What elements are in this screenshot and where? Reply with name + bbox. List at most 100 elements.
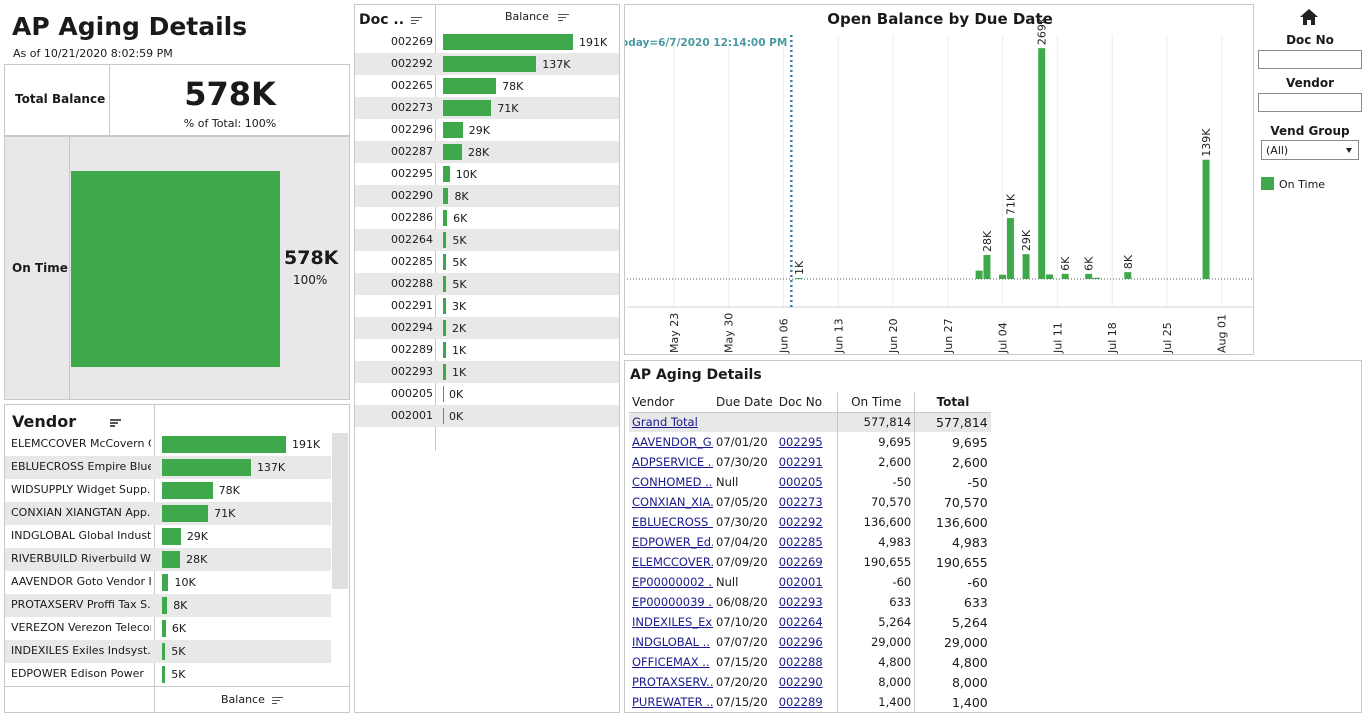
col-vendor[interactable]: Vendor bbox=[629, 392, 713, 413]
list-item[interactable]: INDGLOBAL Global Indust.. 29K bbox=[5, 525, 331, 548]
doc-link[interactable]: 000205 bbox=[778, 475, 823, 489]
cell-doc-no[interactable]: 002292 bbox=[776, 512, 838, 532]
doc-bar[interactable] bbox=[443, 342, 446, 358]
chart-bar[interactable] bbox=[1085, 273, 1093, 279]
legend-swatch[interactable] bbox=[1261, 177, 1274, 190]
doc-bar[interactable] bbox=[443, 232, 447, 248]
doc-bar[interactable] bbox=[443, 386, 444, 402]
cell-doc-no[interactable]: 002285 bbox=[776, 532, 838, 552]
vendor-link[interactable]: EP00000039 .. bbox=[632, 595, 713, 609]
list-item[interactable]: EDPOWER Edison Power 5K bbox=[5, 663, 331, 686]
cell-vendor[interactable]: INDEXILES_Ex.. bbox=[629, 612, 713, 632]
cell-doc-no[interactable]: 002295 bbox=[776, 432, 838, 452]
doc-link[interactable]: 002293 bbox=[778, 595, 823, 609]
col-due-date[interactable]: Due Date bbox=[713, 392, 776, 413]
col-on-time[interactable]: On Time bbox=[837, 392, 915, 413]
list-item[interactable]: 002285 5K bbox=[355, 251, 619, 273]
chart-bar[interactable] bbox=[1124, 272, 1132, 279]
list-item[interactable]: PROTAXSERV Proffi Tax S.. 8K bbox=[5, 594, 331, 617]
doc-link[interactable]: 002289 bbox=[778, 695, 823, 709]
cell-vendor[interactable]: EP00000002 .. bbox=[629, 572, 713, 592]
vendor-bar[interactable] bbox=[162, 597, 168, 614]
list-item[interactable]: CONXIAN XIANGTAN App.. 71K bbox=[5, 502, 331, 525]
on-time-treemap-block[interactable] bbox=[71, 171, 280, 367]
sort-icon[interactable] bbox=[410, 16, 422, 25]
doc-header[interactable]: Doc .. bbox=[359, 12, 422, 28]
chart-bar[interactable] bbox=[1046, 274, 1054, 279]
list-item[interactable]: 002264 5K bbox=[355, 229, 619, 251]
chart-bar[interactable] bbox=[1202, 159, 1210, 279]
vendor-bar[interactable] bbox=[162, 459, 251, 476]
list-item[interactable]: 002288 5K bbox=[355, 273, 619, 295]
doc-bar[interactable] bbox=[443, 298, 446, 314]
list-item[interactable]: 002290 8K bbox=[355, 185, 619, 207]
doc-bar[interactable] bbox=[443, 166, 450, 182]
on-time-card[interactable]: On Time 578K 100% bbox=[4, 136, 350, 400]
cell-vendor[interactable]: PROTAXSERV.. bbox=[629, 672, 713, 692]
doc-bar[interactable] bbox=[443, 364, 446, 380]
vendor-link[interactable]: EP00000002 .. bbox=[632, 575, 713, 589]
vertical-scrollbar[interactable] bbox=[332, 433, 348, 589]
balance-header[interactable]: Balance bbox=[505, 10, 570, 23]
chart-bar[interactable] bbox=[999, 274, 1007, 279]
grand-total-link[interactable]: Grand Total bbox=[632, 415, 698, 430]
cell-doc-no[interactable]: 002288 bbox=[776, 652, 838, 672]
chart-bar[interactable] bbox=[1061, 273, 1069, 279]
doc-bar[interactable] bbox=[443, 100, 492, 116]
vendor-link[interactable]: EBLUECROSS .. bbox=[632, 515, 713, 529]
sort-icon[interactable] bbox=[109, 418, 121, 427]
vendor-link[interactable]: CONXIAN_XIA.. bbox=[632, 495, 713, 509]
list-item[interactable]: 002265 78K bbox=[355, 75, 619, 97]
list-item[interactable]: 002287 28K bbox=[355, 141, 619, 163]
total-balance-card[interactable]: Total Balance 578K % of Total: 100% bbox=[4, 64, 350, 136]
vendor-link[interactable]: OFFICEMAX .. bbox=[632, 655, 710, 669]
list-item[interactable]: AAVENDOR Goto Vendor I.. 10K bbox=[5, 571, 331, 594]
cell-doc-no[interactable]: 002273 bbox=[776, 492, 838, 512]
cell-doc-no[interactable]: 002289 bbox=[776, 692, 838, 712]
chart-bar[interactable] bbox=[1093, 277, 1100, 279]
grand-total-label[interactable]: Grand Total bbox=[629, 412, 713, 432]
list-item[interactable]: 002289 1K bbox=[355, 339, 619, 361]
chart-canvas[interactable]: May 23 May 30 Jun 06 Jun 13 Jun 20 Jun 27 Jul … bbox=[625, 5, 1254, 355]
vendor-link[interactable]: INDGLOBAL .. bbox=[632, 635, 710, 649]
vendor-header[interactable]: Vendor bbox=[12, 412, 121, 431]
list-item[interactable]: WIDSUPPLY Widget Supp.. 78K bbox=[5, 479, 331, 502]
sort-icon[interactable] bbox=[272, 696, 284, 705]
cell-vendor[interactable]: CONXIAN_XIA.. bbox=[629, 492, 713, 512]
vendor-bar[interactable] bbox=[162, 528, 181, 545]
vendor-link[interactable]: INDEXILES_Ex.. bbox=[632, 615, 713, 629]
doc-bar[interactable] bbox=[443, 276, 447, 292]
vendor-input[interactable] bbox=[1258, 93, 1362, 112]
cell-doc-no[interactable]: 002293 bbox=[776, 592, 838, 612]
col-doc-no[interactable]: Doc No bbox=[775, 392, 838, 413]
list-item[interactable]: EBLUECROSS Empire Blue.. 137K bbox=[5, 456, 331, 479]
doc-bar[interactable] bbox=[443, 34, 573, 50]
list-item[interactable]: RIVERBUILD Riverbuild W.. 28K bbox=[5, 548, 331, 571]
list-item[interactable]: 002269 191K bbox=[355, 31, 619, 53]
cell-doc-no[interactable]: 002269 bbox=[776, 552, 838, 572]
list-item[interactable]: 000205 0K bbox=[355, 383, 619, 405]
chart-bar[interactable] bbox=[983, 254, 991, 279]
vendor-link[interactable]: ADPSERVICE .. bbox=[632, 455, 713, 469]
col-total[interactable]: Total bbox=[914, 392, 991, 413]
list-item[interactable]: 002293 1K bbox=[355, 361, 619, 383]
list-item[interactable]: ELEMCCOVER McCovern C.. 191K bbox=[5, 433, 331, 456]
doc-bar[interactable] bbox=[443, 122, 463, 138]
vendor-bar[interactable] bbox=[162, 551, 181, 568]
sort-icon[interactable] bbox=[558, 13, 570, 22]
vendor-link[interactable]: CONHOMED .. bbox=[632, 475, 713, 489]
doc-link[interactable]: 002001 bbox=[778, 575, 823, 589]
doc-link[interactable]: 002296 bbox=[778, 635, 823, 649]
home-icon[interactable] bbox=[1299, 8, 1319, 26]
cell-vendor[interactable]: EP00000039 .. bbox=[629, 592, 713, 612]
cell-vendor[interactable]: EBLUECROSS .. bbox=[629, 512, 713, 532]
vendor-bar[interactable] bbox=[162, 436, 286, 453]
doc-bar[interactable] bbox=[443, 408, 444, 424]
cell-doc-no[interactable]: 002264 bbox=[776, 612, 838, 632]
doc-link[interactable]: 002290 bbox=[778, 675, 823, 689]
chart-bar[interactable] bbox=[975, 270, 983, 279]
vendor-bar[interactable] bbox=[162, 666, 166, 683]
cell-vendor[interactable]: PUREWATER .. bbox=[629, 692, 713, 712]
doc-bar[interactable] bbox=[443, 188, 449, 204]
list-item[interactable]: 002296 29K bbox=[355, 119, 619, 141]
